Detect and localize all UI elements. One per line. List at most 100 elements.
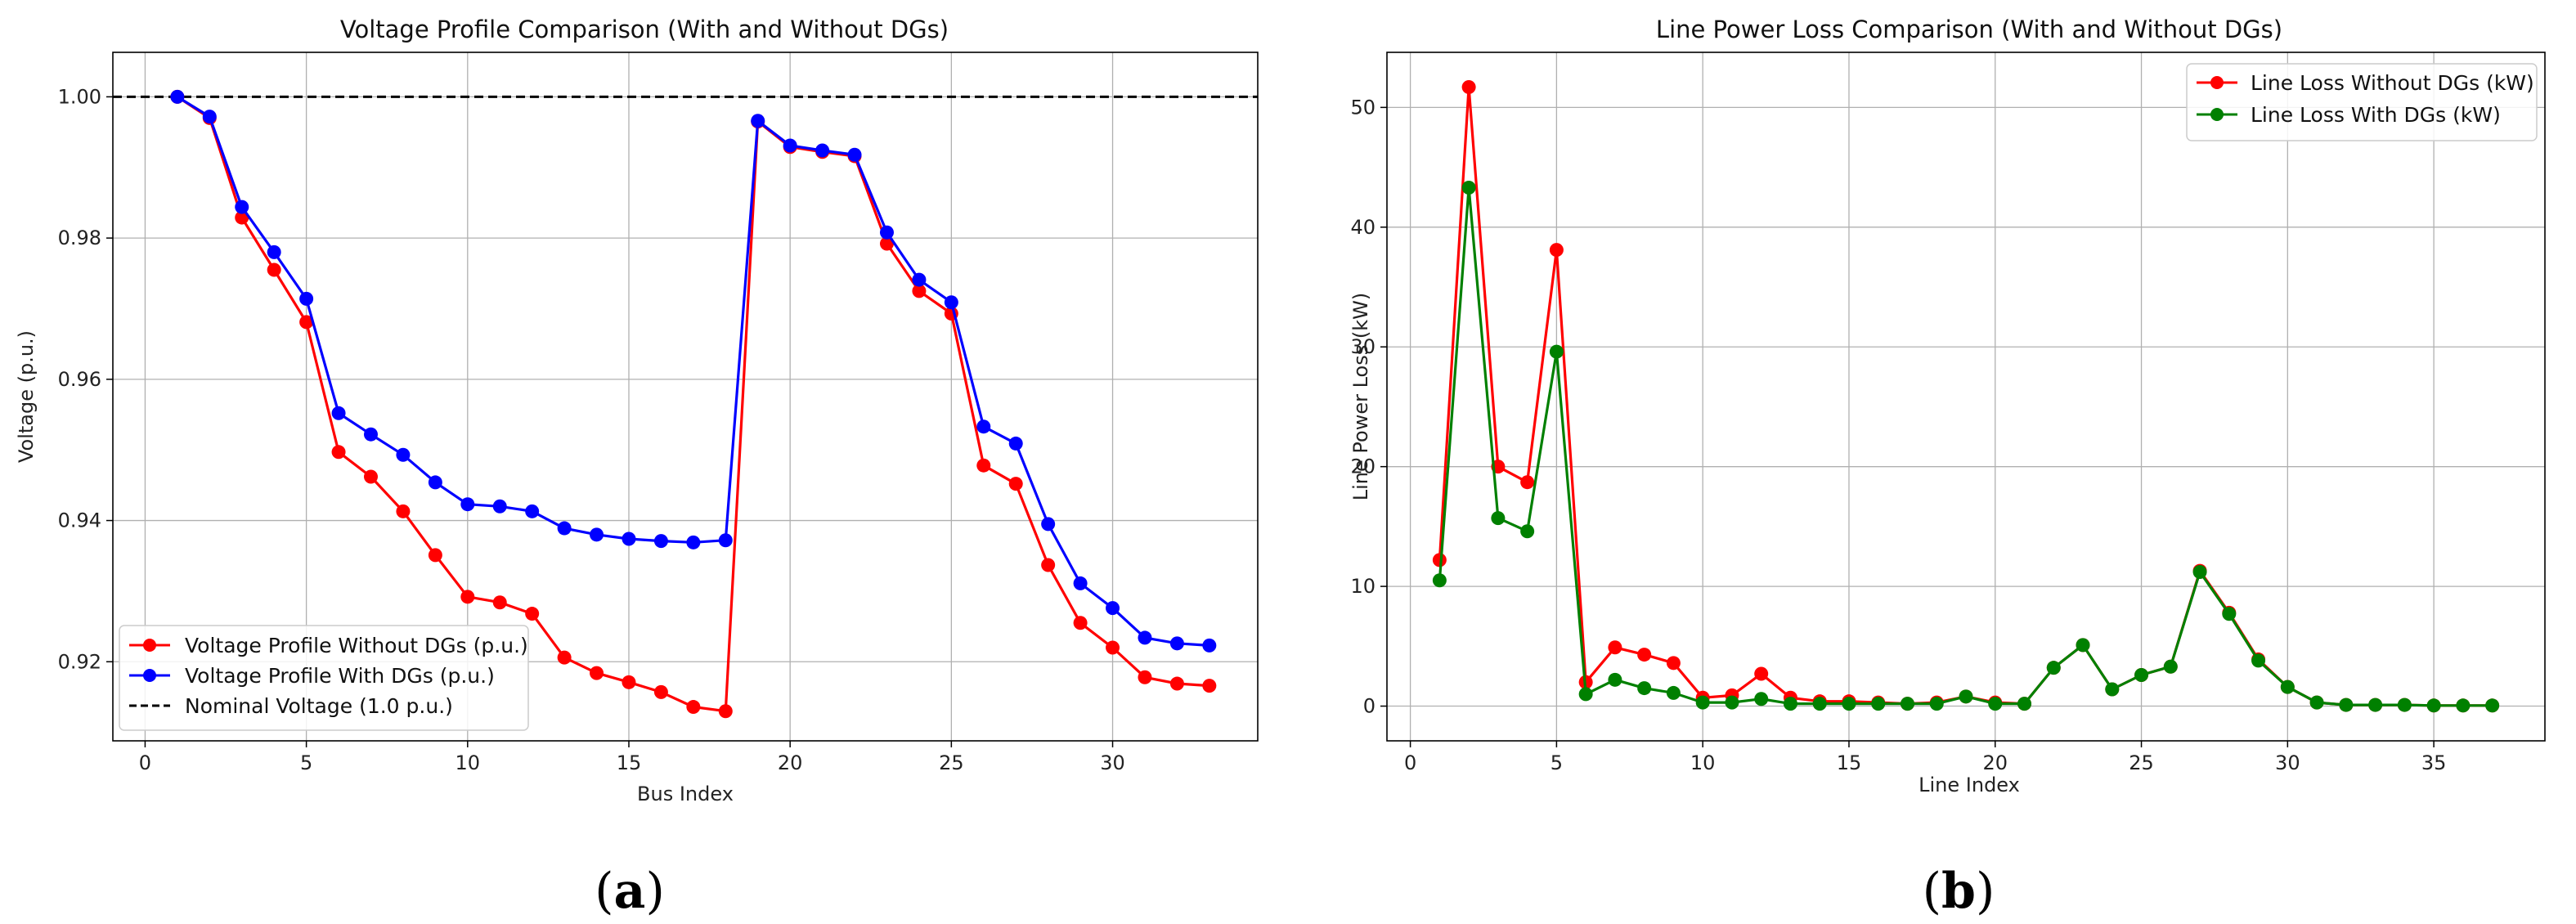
- loss-series-1-point: [1988, 697, 2003, 711]
- loss-series-0-point: [1432, 553, 1447, 567]
- loss-x-tick-label: 0: [1404, 751, 1416, 774]
- voltage-x-axis-label: Bus Index: [637, 783, 734, 805]
- loss-series-1-point: [1754, 692, 1769, 706]
- voltage-series-1-point: [622, 532, 636, 546]
- loss-y-tick-label: 40: [1350, 216, 1376, 239]
- loss-y-tick-label: 30: [1350, 335, 1376, 358]
- voltage-y-tick-label: 0.94: [58, 509, 101, 532]
- voltage-y-tick-label: 0.92: [58, 650, 101, 673]
- voltage-axis-ticks: 0 5 10 15 20 25 30 0.92 0.94 0.96 0.98 1.00: [58, 85, 1125, 774]
- voltage-series-1-point: [1169, 636, 1184, 651]
- voltage-series-1-point: [847, 147, 862, 162]
- voltage-series-0-point: [331, 445, 346, 460]
- loss-x-axis-label: Line Index: [1919, 774, 2020, 796]
- caption-b-open: (: [1923, 863, 1941, 920]
- legend-swatch-marker: [2210, 108, 2224, 121]
- voltage-series-group: [170, 89, 1217, 719]
- loss-series-1-point: [2339, 697, 2354, 712]
- voltage-series-0-point: [1041, 558, 1056, 572]
- loss-series-1-point: [2163, 659, 2178, 674]
- voltage-series-1-point: [202, 110, 217, 124]
- legend-label-loss-without-dgs: Line Loss Without DGs (kW): [2251, 71, 2534, 95]
- loss-series-0-point: [1461, 79, 1476, 94]
- voltage-x-tick-label: 10: [456, 751, 481, 774]
- voltage-series-1-point: [267, 244, 281, 259]
- loss-legend-box: [2186, 63, 2538, 141]
- voltage-series-1-point: [653, 534, 668, 549]
- caption-a-open: (: [595, 863, 613, 920]
- loss-series-1-point: [1520, 524, 1535, 539]
- loss-series-1-point: [1549, 344, 1564, 359]
- voltage-series-1-point: [944, 295, 958, 310]
- voltage-series-0-point: [590, 666, 604, 680]
- voltage-chart-title: Voltage Profile Comparison (With and Wit…: [340, 16, 949, 43]
- loss-x-tick-label: 10: [1690, 751, 1716, 774]
- voltage-grid: [113, 52, 1258, 741]
- voltage-series-0-point: [1073, 616, 1088, 630]
- voltage-series-1-point: [299, 291, 314, 306]
- loss-series-1-point: [2222, 607, 2237, 621]
- voltage-series-1-point: [783, 138, 797, 153]
- voltage-series-0-point: [1138, 670, 1152, 684]
- loss-x-tick-label: 20: [1982, 751, 2008, 774]
- loss-series-0-point: [1754, 666, 1769, 681]
- voltage-plot-frame: [112, 52, 1259, 742]
- caption-b: (b): [1923, 863, 1995, 920]
- legend-label-nominal: Nominal Voltage (1.0 p.u.): [185, 694, 453, 718]
- caption-a-letter: a: [614, 863, 646, 920]
- voltage-x-tick-label: 0: [139, 751, 151, 774]
- voltage-legend-box: [119, 625, 529, 731]
- legend-swatch-marker: [143, 669, 156, 682]
- voltage-series-1-point: [751, 114, 765, 128]
- voltage-series-0-point: [622, 675, 636, 689]
- loss-series-1-point: [2280, 680, 2295, 694]
- loss-series-1-point: [1871, 697, 1886, 711]
- voltage-series-0-point: [653, 684, 668, 699]
- loss-series-0-point: [1637, 648, 1652, 662]
- voltage-series-1-point: [1202, 638, 1217, 653]
- loss-y-tick-label: 20: [1350, 455, 1376, 478]
- loss-series-1-point: [1725, 695, 1739, 710]
- loss-series-group: [1432, 79, 2500, 713]
- loss-series-1-point: [1929, 697, 1944, 711]
- voltage-x-tick-label: 5: [300, 751, 312, 774]
- loss-series-1-point: [1695, 695, 1710, 710]
- voltage-x-tick-label: 15: [617, 751, 642, 774]
- voltage-series-0-point: [492, 595, 507, 610]
- voltage-series-1-point: [170, 89, 185, 104]
- voltage-series-1-point: [331, 406, 346, 420]
- loss-x-tick-label: 35: [2421, 751, 2447, 774]
- loss-series-0-point: [1666, 656, 1681, 671]
- loss-x-tick-label: 30: [2275, 751, 2300, 774]
- loss-series-1-point: [2309, 695, 2324, 710]
- loss-y-tick-label: 10: [1350, 575, 1376, 598]
- loss-series-0-point: [1520, 475, 1535, 490]
- legend-swatch-marker: [143, 639, 156, 652]
- voltage-series-1-point: [590, 527, 604, 542]
- loss-series-1-point: [1637, 681, 1652, 696]
- voltage-y-axis-label: Voltage (p.u.): [15, 330, 38, 463]
- loss-series-1-point: [1666, 685, 1681, 700]
- voltage-series-1-point: [492, 499, 507, 514]
- voltage-series-1-point: [235, 200, 249, 214]
- loss-series-0-point: [1608, 640, 1622, 655]
- voltage-profile-panel: Voltage Profile Comparison (With and Wit…: [15, 16, 1259, 805]
- voltage-series-0-point: [1202, 679, 1217, 693]
- legend-swatch-marker: [2210, 76, 2224, 89]
- loss-series-1-point: [2397, 697, 2412, 712]
- loss-x-tick-label: 5: [1551, 751, 1563, 774]
- loss-series-1-point: [1491, 511, 1506, 526]
- voltage-series-1-point: [1008, 436, 1023, 451]
- legend-label-with-dgs: Voltage Profile With DGs (p.u.): [185, 664, 495, 688]
- voltage-x-tick-label: 30: [1100, 751, 1125, 774]
- loss-series-1-point: [1432, 573, 1447, 588]
- legend-label-loss-with-dgs: Line Loss With DGs (kW): [2251, 103, 2501, 127]
- loss-series-1-point: [2076, 638, 2090, 653]
- loss-chart-title: Line Power Loss Comparison (With and Wit…: [1656, 16, 2282, 43]
- caption-b-letter: b: [1941, 863, 1976, 920]
- loss-series-1-point: [2368, 697, 2383, 712]
- voltage-y-tick-label: 1.00: [58, 85, 101, 108]
- voltage-series-0-point: [396, 504, 411, 518]
- loss-series-1-point: [1900, 697, 1914, 711]
